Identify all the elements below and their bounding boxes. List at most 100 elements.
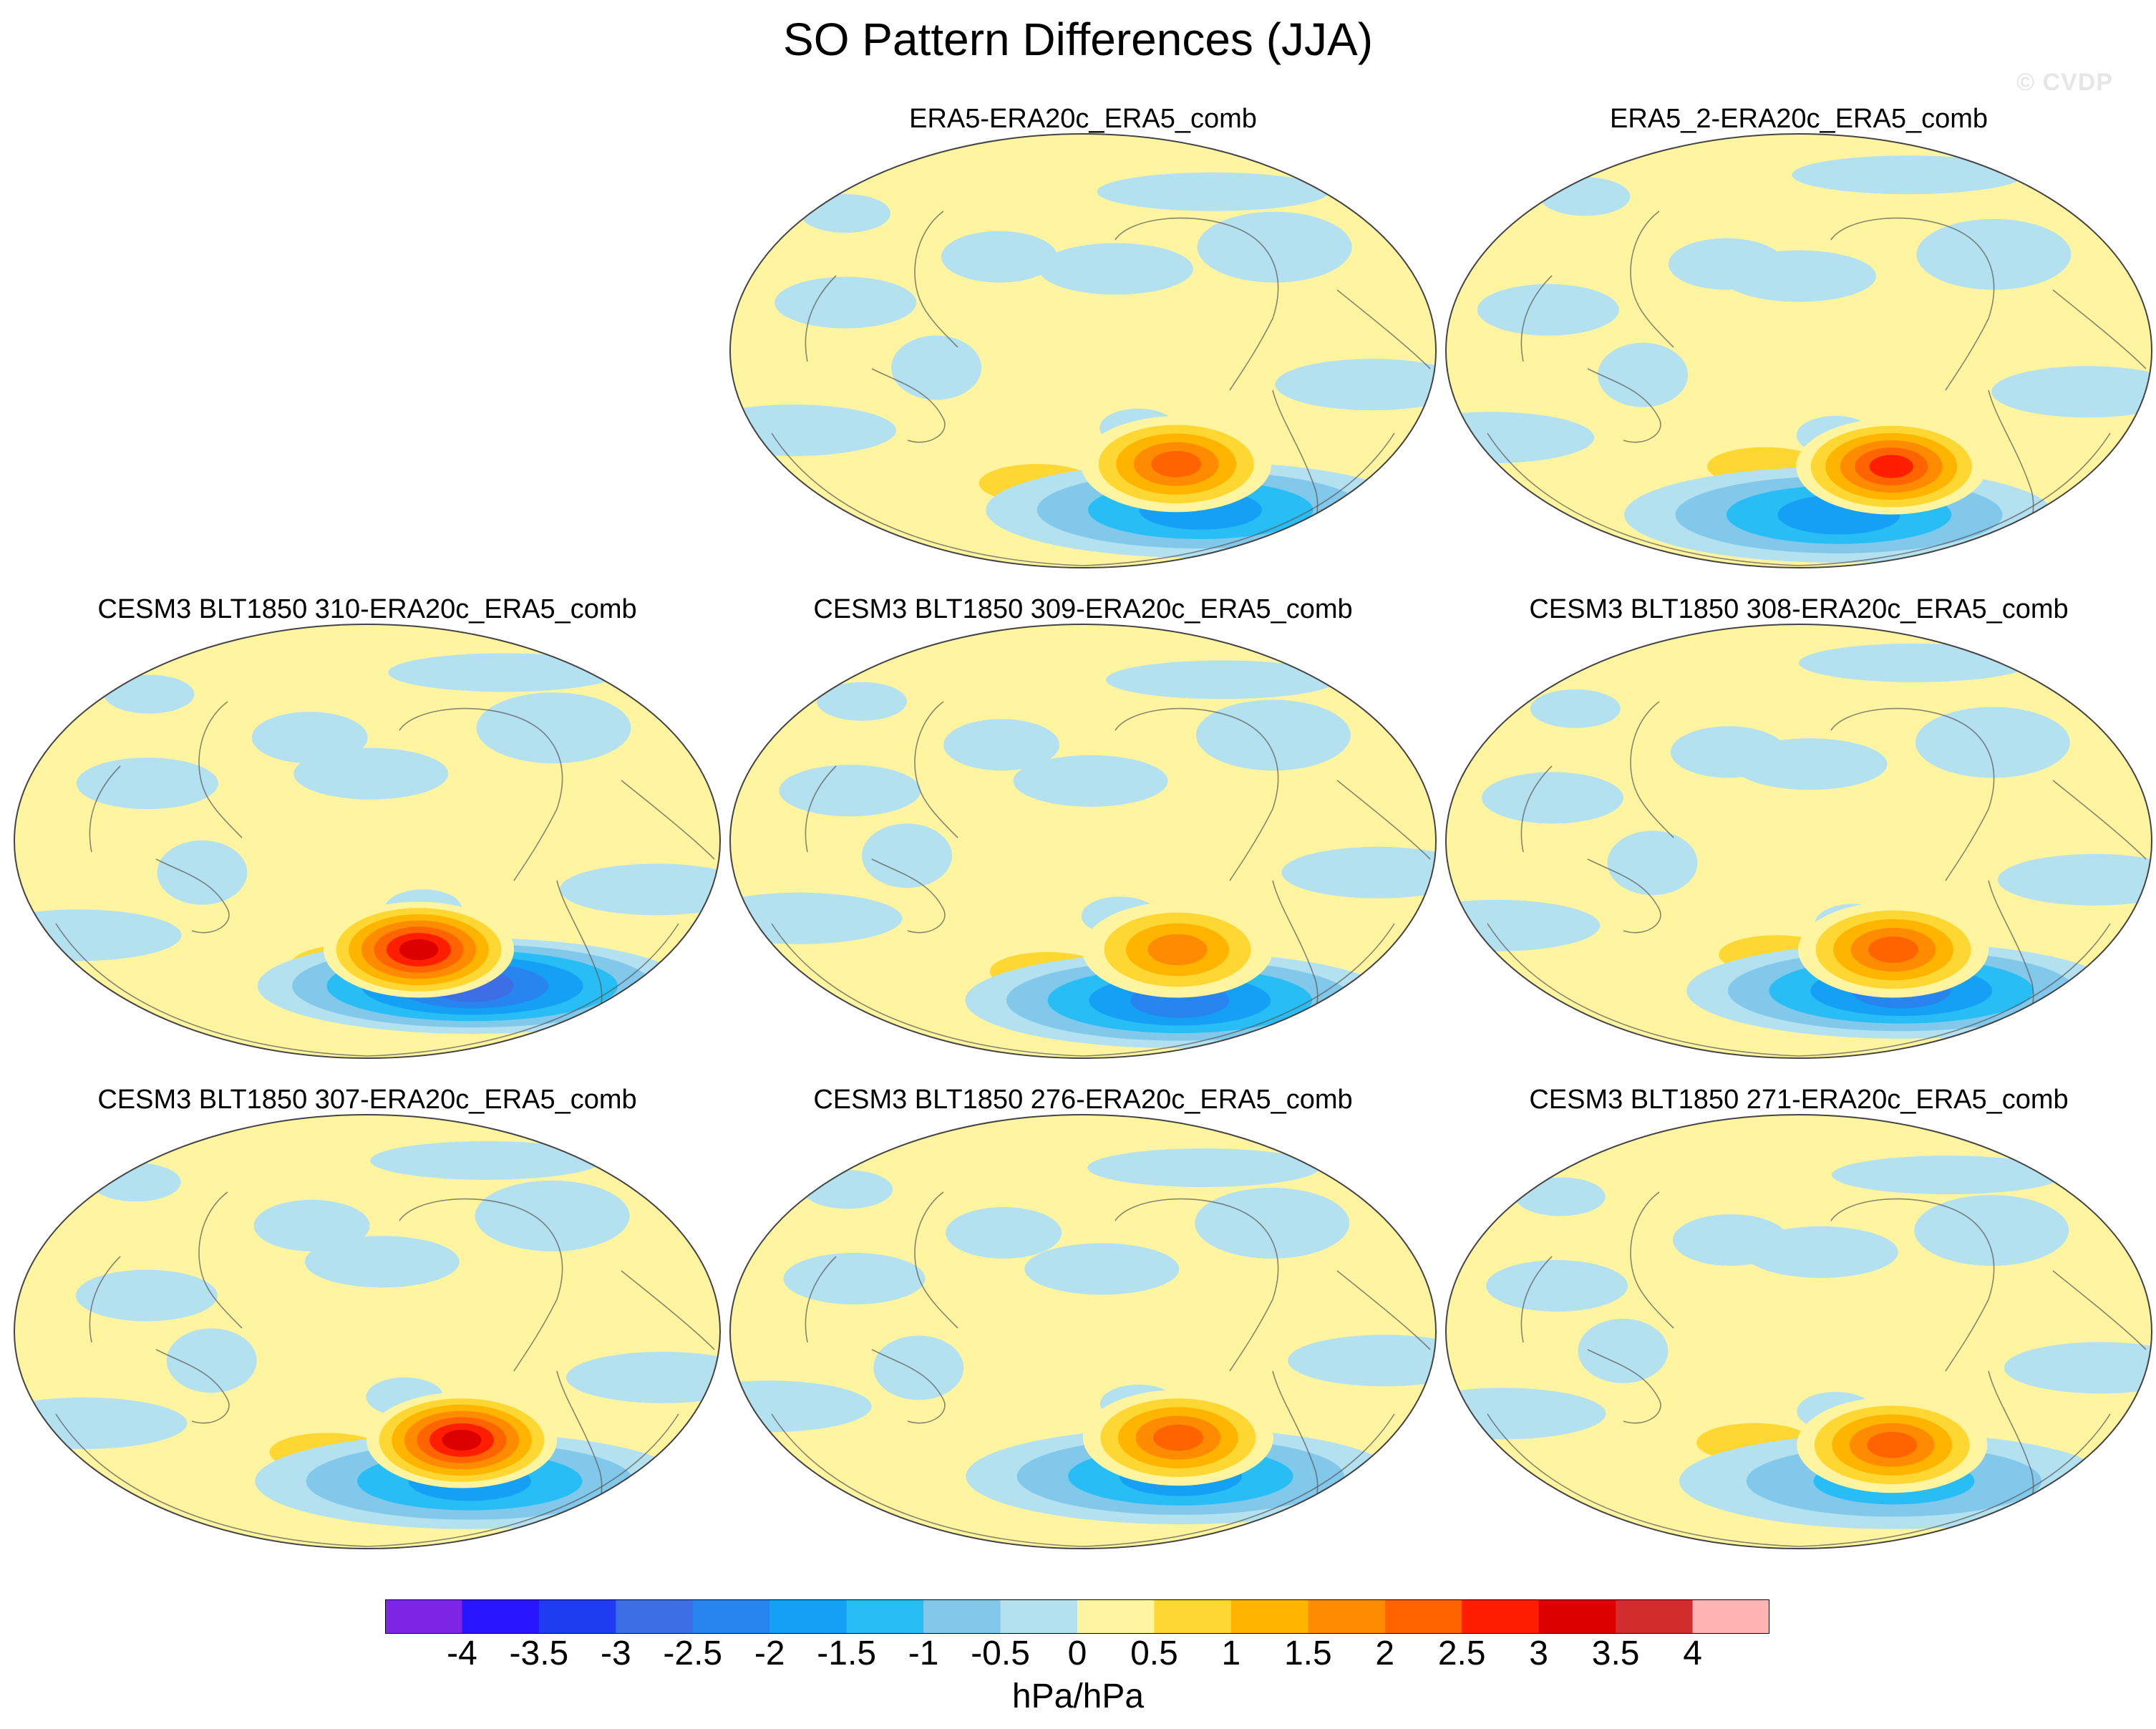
- anomaly-blob: [1831, 1156, 2064, 1195]
- colorbar-swatch: [385, 1599, 462, 1634]
- anomaly-blob: [75, 1269, 218, 1322]
- coastline: [198, 1191, 243, 1329]
- colorbar-tick-label: -4: [447, 1634, 477, 1672]
- map-border: [1445, 1114, 2152, 1549]
- coastline: [1830, 707, 1995, 881]
- colorbar-tick-label: 1: [1221, 1634, 1241, 1672]
- colorbar-tick-label: 2: [1375, 1634, 1395, 1672]
- panel-title: CESM3 BLT1850 308-ERA20c_ERA5_comb: [1529, 594, 2069, 624]
- colorbar-swatch: [1154, 1599, 1232, 1634]
- anomaly-blob: [862, 823, 953, 888]
- coastline: [1336, 780, 1431, 860]
- anomaly-blob: [891, 335, 982, 400]
- coastline: [914, 210, 958, 348]
- coastline: [1336, 1270, 1431, 1350]
- anomaly-blob: [476, 692, 631, 764]
- anomaly-blob: [1013, 755, 1168, 807]
- anomaly-blob: [90, 1163, 181, 1202]
- anomaly-blob: [1916, 218, 2072, 290]
- anomaly-blob: [800, 194, 891, 233]
- anomaly-blob: [1105, 660, 1338, 699]
- anomaly-blob: [1195, 1188, 1350, 1259]
- coastline: [155, 858, 230, 934]
- anomaly-blob: [1197, 211, 1352, 283]
- colorbar-swatch: [462, 1599, 540, 1634]
- anomaly-blob: [304, 1236, 460, 1288]
- anomaly-blob: [560, 863, 720, 916]
- anomaly-blob: [774, 276, 917, 329]
- coastline: [805, 1256, 837, 1343]
- colorbar-tick-label: 4: [1683, 1634, 1702, 1672]
- colorbar-swatch: [1230, 1599, 1308, 1634]
- colorbar-swatch: [1384, 1599, 1462, 1634]
- coastline: [1487, 432, 2111, 566]
- coastline: [1587, 368, 1661, 443]
- anomaly-blob: [293, 747, 449, 800]
- anomaly-blob: [1578, 1318, 1669, 1383]
- coastline: [621, 1270, 715, 1350]
- coastline: [155, 1349, 230, 1424]
- anomaly-blob: [370, 1140, 603, 1180]
- map-panel: [1445, 624, 2152, 1059]
- coastline: [1336, 289, 1431, 369]
- colorbar-tick-label: -2.5: [663, 1634, 723, 1672]
- colorbar-tick-label: -3: [600, 1634, 631, 1672]
- map-border: [729, 1114, 1437, 1549]
- map-panel: [14, 624, 721, 1059]
- figure-title: SO Pattern Differences (JJA): [783, 14, 1373, 65]
- map-panel: [14, 1114, 721, 1549]
- anomaly-blob: [1087, 1148, 1320, 1188]
- panel-title: CESM3 BLT1850 309-ERA20c_ERA5_comb: [813, 594, 1353, 624]
- colorbar-tick-label: -1: [908, 1634, 939, 1672]
- panel-title: CESM3 BLT1850 276-ERA20c_ERA5_comb: [813, 1085, 1353, 1115]
- map-border: [14, 1114, 721, 1549]
- coastline: [198, 701, 243, 838]
- colorbar-tick-label: 3: [1529, 1634, 1549, 1672]
- anomaly-blob: [779, 765, 921, 817]
- anomaly-blob: [1097, 172, 1329, 211]
- colorbar-swatch: [846, 1599, 924, 1634]
- colorbar-swatch: [1538, 1599, 1616, 1634]
- coastline: [805, 275, 837, 362]
- coastline: [1830, 217, 1995, 391]
- anomaly-blob: [1515, 1177, 1606, 1216]
- anomaly-blob: [166, 1328, 257, 1393]
- coastline: [1115, 217, 1279, 391]
- colorbar-swatch: [1308, 1599, 1386, 1634]
- anomaly-blob: [783, 1252, 926, 1304]
- anomaly-blob: [1038, 243, 1193, 295]
- anomaly-blob: [1792, 155, 2024, 195]
- anomaly-blob: [1991, 366, 2152, 418]
- coastline: [1520, 1256, 1553, 1343]
- anomaly-blob: [1195, 699, 1351, 771]
- coastline: [1587, 1349, 1661, 1424]
- anomaly-blob: [1446, 899, 1601, 951]
- anomaly-blob: [1481, 772, 1623, 824]
- colorbar-tick-label: -0.5: [971, 1634, 1030, 1672]
- map-panel: [729, 133, 1437, 568]
- panel-title: ERA5_2-ERA20c_ERA5_comb: [1609, 104, 1989, 134]
- anomaly-blob: [157, 840, 248, 905]
- anomaly-blob: [1477, 284, 1619, 336]
- coastline: [1520, 275, 1553, 362]
- anomaly-blob: [730, 1380, 872, 1433]
- positive-contour: [442, 1429, 482, 1451]
- colorbar-swatch: [923, 1599, 1001, 1634]
- colorbar-frame: [385, 1599, 1769, 1634]
- coastline: [55, 923, 679, 1057]
- colorbar: [385, 1599, 1769, 1634]
- colorbar-tick-label: 0: [1067, 1634, 1087, 1672]
- colorbar-tick-label: 2.5: [1437, 1634, 1486, 1672]
- colorbar-swatch: [1462, 1599, 1540, 1634]
- anomaly-blob: [946, 1206, 1062, 1259]
- coastline: [1115, 1198, 1279, 1372]
- panel-title: ERA5-ERA20c_ERA5_comb: [909, 104, 1257, 134]
- coastline: [914, 1191, 958, 1329]
- coastline: [1520, 765, 1553, 853]
- panel-title: CESM3 BLT1850 271-ERA20c_ERA5_comb: [1529, 1085, 2069, 1115]
- colorbar-tick-label: -3.5: [509, 1634, 569, 1672]
- positive-contour: [1152, 1424, 1203, 1451]
- coastline: [621, 780, 715, 860]
- coastline: [1630, 210, 1674, 348]
- anomaly-blob: [1915, 707, 2070, 778]
